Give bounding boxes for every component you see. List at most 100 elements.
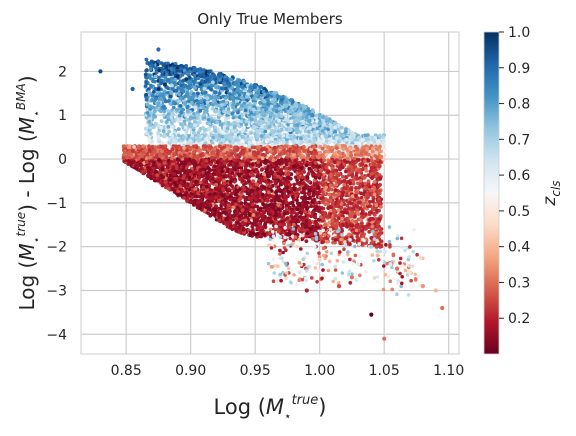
data-point bbox=[272, 108, 276, 112]
data-point bbox=[220, 86, 224, 90]
data-point bbox=[315, 114, 319, 118]
data-point bbox=[154, 75, 158, 79]
data-point bbox=[277, 138, 281, 142]
data-point bbox=[257, 107, 261, 111]
data-point bbox=[179, 104, 183, 108]
data-point bbox=[234, 130, 238, 134]
data-point bbox=[194, 67, 198, 71]
data-point bbox=[150, 139, 154, 143]
data-point bbox=[357, 136, 361, 140]
data-point bbox=[217, 113, 221, 117]
data-point bbox=[230, 95, 234, 99]
data-point bbox=[174, 89, 178, 93]
data-point bbox=[161, 105, 165, 109]
data-point bbox=[160, 79, 164, 83]
data-point bbox=[308, 119, 312, 123]
data-point bbox=[160, 119, 164, 123]
data-point bbox=[214, 102, 218, 106]
data-point bbox=[207, 104, 211, 108]
data-point bbox=[316, 133, 320, 137]
data-point bbox=[240, 120, 244, 124]
data-point bbox=[170, 116, 174, 120]
data-point bbox=[313, 137, 317, 141]
data-point bbox=[256, 111, 260, 115]
data-point bbox=[300, 140, 304, 144]
data-point bbox=[157, 137, 161, 141]
data-point bbox=[149, 132, 153, 136]
data-point bbox=[218, 74, 222, 78]
data-point bbox=[228, 83, 232, 87]
data-point bbox=[153, 110, 157, 114]
data-point bbox=[239, 107, 243, 111]
data-point bbox=[242, 80, 246, 84]
data-point bbox=[170, 112, 174, 116]
data-point bbox=[201, 126, 205, 130]
data-point bbox=[180, 87, 184, 91]
data-point bbox=[178, 114, 182, 118]
data-point bbox=[266, 138, 270, 142]
data-point bbox=[290, 124, 294, 128]
data-point bbox=[192, 73, 196, 77]
data-point bbox=[184, 126, 188, 130]
data-point bbox=[285, 104, 289, 108]
data-point bbox=[159, 110, 163, 114]
data-point bbox=[199, 99, 203, 103]
data-point bbox=[266, 103, 270, 107]
data-point bbox=[290, 106, 294, 110]
data-point bbox=[264, 107, 268, 111]
data-point bbox=[175, 108, 179, 112]
data-point bbox=[361, 138, 365, 142]
data-point bbox=[188, 76, 192, 80]
data-point bbox=[257, 134, 261, 138]
data-point bbox=[304, 138, 308, 142]
data-point bbox=[257, 115, 261, 119]
data-point bbox=[181, 79, 185, 83]
data-point bbox=[194, 106, 198, 110]
data-point bbox=[231, 111, 235, 115]
data-point bbox=[261, 121, 265, 125]
data-point bbox=[293, 113, 297, 117]
data-point bbox=[175, 69, 179, 73]
data-point bbox=[208, 122, 212, 126]
data-point bbox=[154, 87, 158, 91]
data-point bbox=[342, 134, 346, 138]
data-point bbox=[266, 110, 270, 114]
data-point bbox=[293, 135, 297, 139]
data-point bbox=[169, 102, 173, 106]
data-point bbox=[211, 107, 215, 111]
data-point bbox=[258, 101, 262, 105]
data-point bbox=[234, 82, 238, 86]
data-point bbox=[200, 79, 204, 83]
data-point bbox=[280, 127, 284, 131]
data-point bbox=[363, 134, 367, 138]
data-point bbox=[244, 109, 248, 113]
data-point bbox=[249, 85, 253, 89]
data-point bbox=[282, 134, 286, 138]
data-point bbox=[188, 69, 192, 73]
data-point bbox=[162, 134, 166, 138]
data-point bbox=[181, 73, 185, 77]
data-point bbox=[204, 84, 208, 88]
data-point bbox=[152, 125, 156, 129]
data-point bbox=[236, 102, 240, 106]
data-point bbox=[147, 120, 151, 124]
data-point bbox=[151, 64, 155, 68]
data-point bbox=[305, 115, 309, 119]
data-point bbox=[291, 100, 295, 104]
data-point bbox=[307, 130, 311, 134]
data-point bbox=[298, 103, 302, 107]
data-point bbox=[162, 113, 166, 117]
data-point bbox=[227, 121, 231, 125]
data-point bbox=[214, 85, 218, 89]
data-point bbox=[285, 138, 289, 142]
data-point bbox=[263, 100, 267, 104]
data-point bbox=[222, 138, 226, 142]
data-point bbox=[324, 134, 328, 138]
data-point bbox=[329, 119, 333, 123]
data-point bbox=[224, 87, 228, 91]
data-point bbox=[224, 135, 228, 139]
data-point bbox=[172, 119, 176, 123]
data-point bbox=[268, 118, 272, 122]
data-point bbox=[185, 113, 189, 117]
data-point bbox=[228, 92, 232, 96]
